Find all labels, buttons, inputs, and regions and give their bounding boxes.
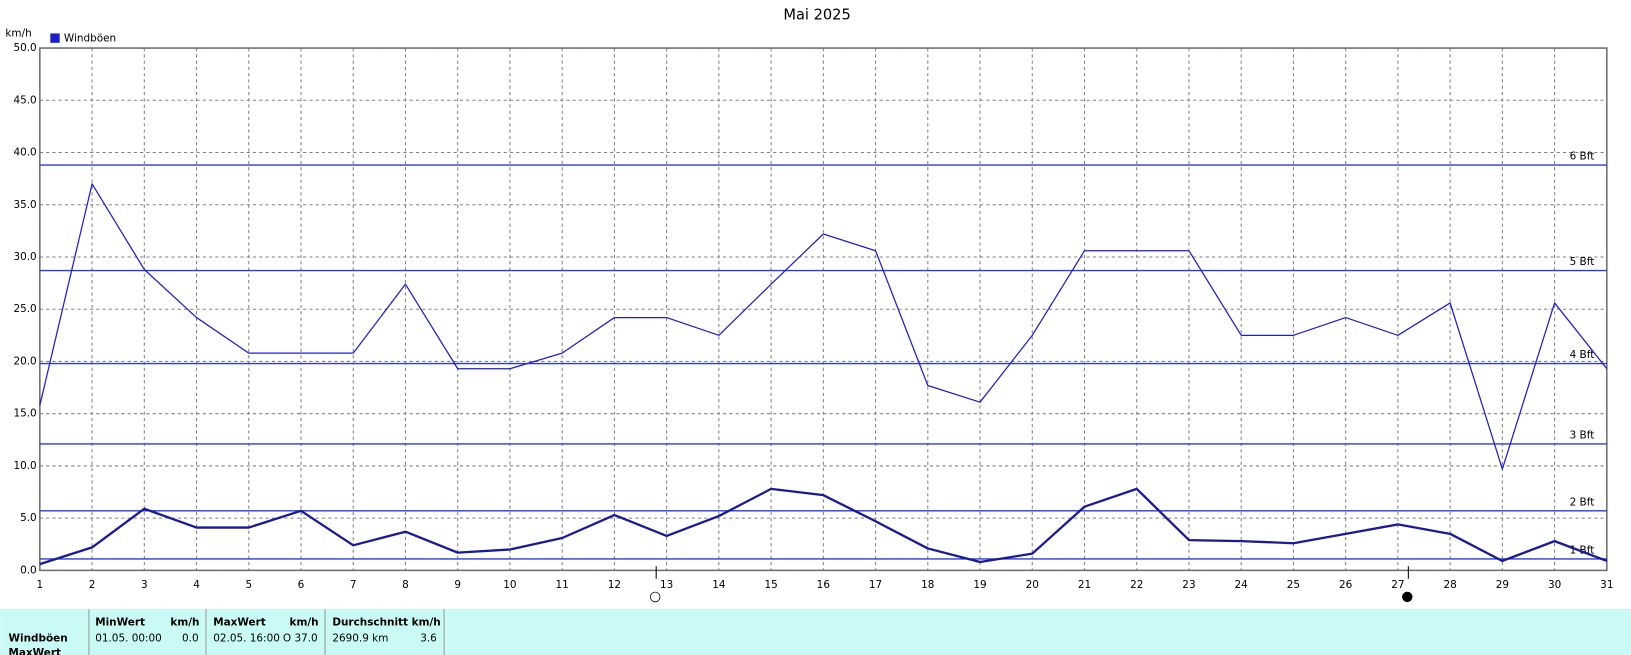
legend-swatch [50,33,60,43]
table-cell: 3.6 [420,632,437,644]
x-tick-label: 2 [89,579,96,591]
x-tick-label: 19 [973,579,986,591]
table-header: Durchschnitt km/h [332,617,440,629]
reference-label: 6 Bft [1570,151,1595,163]
x-tick-label: 8 [402,579,409,591]
table-cell: 2690.9 km [332,632,388,644]
x-tick-label: 20 [1026,579,1039,591]
stats-panel [0,609,1631,655]
y-tick-label: 20.0 [13,355,36,367]
x-tick-label: 31 [1600,579,1613,591]
x-tick-label: 24 [1235,579,1249,591]
y-tick-label: 0.0 [20,564,37,576]
x-tick-label: 7 [350,579,357,591]
x-tick-label: 3 [141,579,148,591]
x-tick-label: 11 [556,579,569,591]
y-tick-label: 45.0 [13,94,36,106]
x-tick-label: 5 [245,579,252,591]
reference-label: 3 Bft [1570,430,1595,442]
annotation-label: ● [1401,588,1413,604]
x-tick-label: 15 [764,579,777,591]
y-tick-label: 25.0 [13,303,36,315]
table-header: km/h [290,617,319,629]
x-tick-label: 13 [660,579,673,591]
x-tick-label: 22 [1130,579,1143,591]
x-tick-label: 29 [1496,579,1509,591]
table-cell: 01.05. 00:00 [95,632,162,644]
x-tick-label: 28 [1443,579,1456,591]
x-tick-label: 26 [1339,579,1352,591]
table-separators [88,609,445,655]
x-tick-label: 14 [712,579,726,591]
x-tick-label: 10 [503,579,516,591]
y-tick-label: 15.0 [13,408,36,420]
y-tick-label: 35.0 [13,199,36,211]
row-label: MaxWert [9,647,62,655]
x-tick-label: 1 [37,579,44,591]
table-header: MinWert [95,617,145,629]
table-cell: 02.05. 16:00 [213,632,280,644]
table-cell: 0.0 [182,632,199,644]
y-tick-label: 40.0 [13,147,36,159]
x-tick-label: 17 [869,579,882,591]
row-label: Windböen [9,632,68,644]
y-tick-label: 5.0 [20,512,37,524]
reference-label: 4 Bft [1570,349,1595,361]
x-tick-label: 27 [1391,579,1404,591]
table-header: km/h [170,617,199,629]
x-tick-label: 25 [1287,579,1300,591]
x-tick-label: 16 [817,579,830,591]
reference-label: 2 Bft [1570,496,1595,508]
x-tick-label: 12 [608,579,621,591]
table-header: MaxWert [213,617,266,629]
series-line [39,487,1608,566]
x-tick-label: 23 [1182,579,1195,591]
y-tick-label: 10.0 [13,460,36,472]
x-tick-label: 6 [298,579,305,591]
annotation-label: ○ [649,588,661,604]
x-tick-label: 9 [454,579,461,591]
y-unit: km/h [5,27,31,39]
legend-label: Windböen [64,33,116,45]
y-tick-label: 30.0 [13,251,36,263]
series-line [39,183,1608,470]
plot-frame [39,47,1608,572]
x-tick-label: 30 [1548,579,1561,591]
x-tick-label: 21 [1078,579,1091,591]
table-cell: O 37.0 [283,632,318,644]
x-tick-label: 18 [921,579,934,591]
chart-title: Mai 2025 [783,7,850,24]
reference-label: 5 Bft [1570,256,1595,268]
x-tick-label: 4 [193,579,200,591]
y-tick-label: 50.0 [13,42,36,54]
